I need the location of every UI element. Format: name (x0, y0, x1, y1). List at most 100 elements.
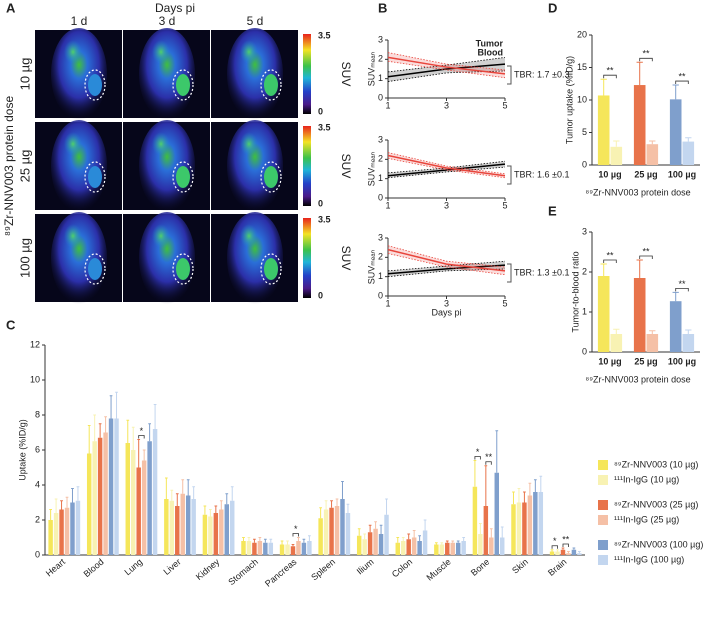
sig-label: ** (678, 71, 686, 81)
ci-bound (387, 253, 506, 276)
bar (500, 537, 505, 555)
colorbar-min: 0 (318, 106, 323, 116)
error-bar (137, 439, 141, 468)
line (387, 264, 506, 275)
annotation: TBR: 1.7 ±0.3 (514, 69, 569, 79)
bar (461, 541, 466, 555)
bar (489, 537, 494, 555)
pet-hotspot (152, 132, 170, 156)
legend-swatch (598, 475, 608, 485)
bar (478, 534, 483, 555)
sig-bracket (675, 80, 689, 85)
pet-body (51, 120, 107, 212)
error-bar (672, 84, 679, 100)
sig-label: * (140, 426, 144, 436)
pet-hotspot (64, 224, 82, 248)
annotation: TBR: 1.3 ±0.1 (514, 267, 569, 277)
error-bar (219, 500, 223, 510)
panel-label: A (6, 0, 16, 15)
bar (378, 534, 384, 555)
error-bar (613, 140, 620, 147)
sig-bracket (562, 543, 569, 547)
x-axis-label: ⁸⁹Zr-NNV003 protein dose (585, 374, 690, 384)
bar (301, 542, 307, 555)
bar (682, 334, 695, 352)
pet-body (139, 28, 195, 120)
error-bar (330, 500, 333, 508)
bar (555, 551, 560, 555)
error-bar (396, 537, 400, 543)
bar (411, 537, 417, 555)
bar (450, 542, 455, 555)
sig-label: * (553, 536, 557, 546)
bar (522, 502, 527, 555)
bar (97, 437, 103, 555)
y-tick-label: 10 (30, 374, 40, 384)
error-bar (672, 291, 679, 302)
bar (610, 146, 623, 165)
panel-label: D (548, 0, 557, 15)
bar (224, 504, 229, 555)
sig-bracket (474, 456, 481, 460)
error-bar (600, 78, 607, 96)
y-axis-label: SUVₘₑₐₙ (366, 51, 376, 86)
tumor-outline (260, 161, 282, 193)
sig-label: ** (678, 279, 686, 289)
x-tick-label: Skin (510, 557, 530, 576)
error-bar (60, 500, 63, 510)
legend-entry: ¹¹¹In-IgG (25 µg) (614, 514, 679, 524)
x-tick-label: 100 µg (668, 169, 696, 179)
bar (560, 549, 566, 555)
bar (511, 504, 516, 555)
y-tick-label: 4 (35, 479, 40, 489)
x-tick-label: Brain (546, 557, 569, 578)
legend-entry: Blood (478, 47, 504, 57)
bar (230, 500, 235, 555)
y-tick-label: 2 (35, 514, 40, 524)
y-tick-label: 2 (378, 252, 383, 262)
bar (669, 99, 682, 165)
annotation: TBR: 1.6 ±0.1 (514, 169, 569, 179)
y-axis-label: Tumor uptake (%ID/g) (564, 56, 574, 144)
pet-body (227, 120, 283, 212)
bar (285, 544, 290, 555)
error-bar (489, 528, 493, 538)
bar (64, 507, 70, 555)
bar (213, 513, 219, 555)
bar (246, 541, 252, 555)
legend-swatch (598, 515, 608, 525)
bar (549, 551, 555, 555)
error-bar (379, 524, 383, 534)
x-tick-label: Stomach (226, 557, 260, 587)
y-tick-label: 0 (35, 549, 40, 559)
pet-body (227, 212, 283, 304)
y-axis-label: Tumor-to-blood ratio (570, 251, 580, 332)
error-bar (247, 537, 251, 541)
bar (202, 514, 208, 555)
x-tick-label: 3 (444, 100, 449, 110)
error-bar (297, 537, 300, 541)
bar (472, 486, 478, 555)
bar (362, 539, 367, 555)
bar (577, 553, 582, 555)
x-tick-label: 10 µg (598, 356, 621, 366)
error-bar (462, 537, 466, 541)
bar (329, 507, 334, 555)
x-tick-label: 1 (385, 200, 390, 210)
error-bar (258, 537, 262, 541)
y-tick-label: 15 (577, 62, 587, 72)
column-label: 1 d (71, 14, 88, 28)
colorbar-label: SUV (339, 246, 353, 271)
error-bar (434, 542, 438, 545)
x-tick-label: 100 µg (668, 356, 696, 366)
error-bar (203, 505, 207, 515)
tumor-spot (88, 166, 102, 188)
bar (384, 514, 389, 555)
colorbar-max: 3.5 (318, 214, 331, 224)
error-bar (109, 395, 113, 419)
colorbar-label: SUV (339, 62, 353, 87)
tumor-outline (84, 69, 106, 101)
pet-body (51, 212, 107, 304)
bar (455, 542, 461, 555)
legend-swatch (598, 555, 608, 565)
